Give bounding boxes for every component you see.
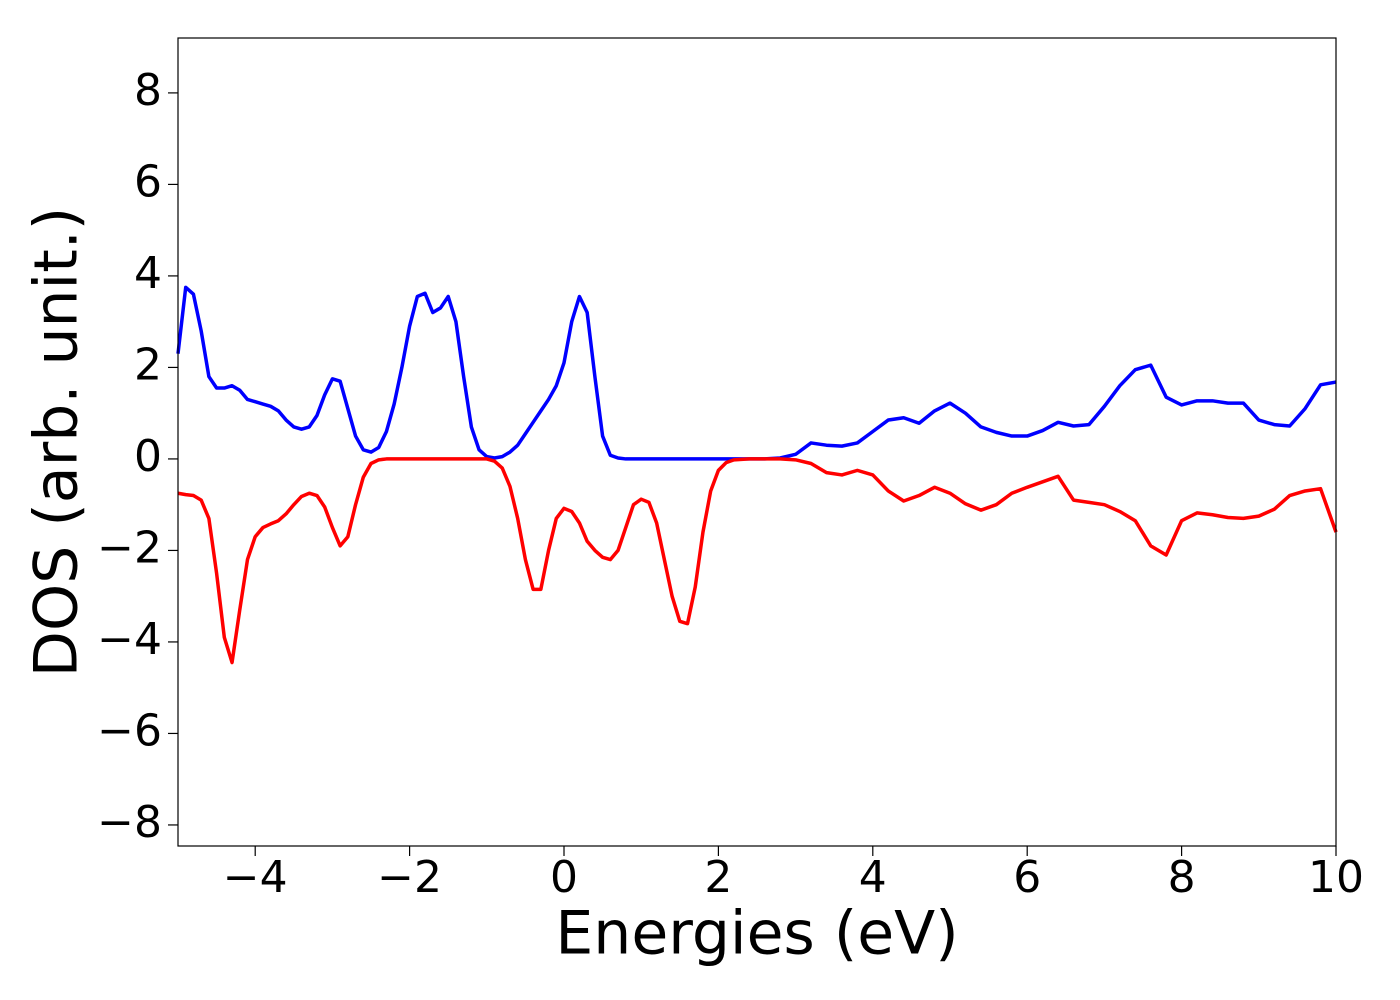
x-tick-label: 8: [1168, 852, 1196, 903]
x-tick-label: 4: [859, 852, 887, 903]
x-axis-label: Energies (eV): [555, 899, 958, 969]
y-tick-label: −6: [97, 705, 162, 756]
y-tick-label: −2: [97, 522, 162, 573]
x-tick-label: −2: [377, 852, 442, 903]
x-tick-label: −4: [223, 852, 288, 903]
line-series: [177, 457, 1338, 665]
y-tick-label: 2: [134, 339, 162, 390]
x-tick-label: 2: [704, 852, 732, 903]
y-tick-label: 0: [134, 431, 162, 482]
plot-frame: [177, 37, 1337, 847]
y-axis-label: DOS (arb. unit.): [22, 207, 92, 677]
y-tick-label: 4: [134, 248, 162, 299]
x-tick-label: 10: [1308, 852, 1364, 903]
y-tick-label: −8: [97, 797, 162, 848]
x-tick-label: 0: [550, 852, 578, 903]
line-series: [176, 285, 1337, 461]
y-tick-label: −4: [97, 614, 162, 665]
x-tick-label: 6: [1013, 852, 1041, 903]
y-tick-label: 8: [134, 65, 162, 116]
y-tick-label: 6: [134, 156, 162, 207]
